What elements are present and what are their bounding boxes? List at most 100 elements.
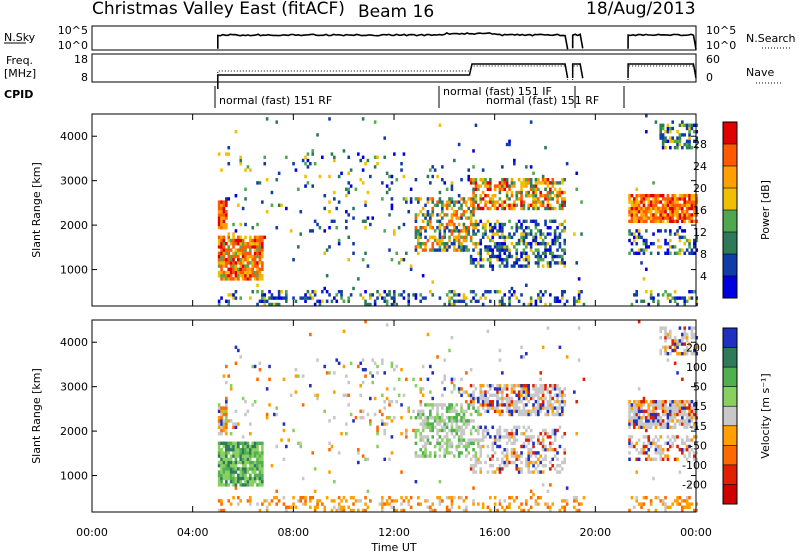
rti-cell: [537, 206, 540, 211]
rti-cell: [529, 194, 533, 198]
rti-cell: [222, 444, 226, 449]
rti-cell: [222, 264, 226, 268]
rti-cell: [659, 336, 663, 340]
rti-cell: [234, 480, 238, 484]
rti-cell: [527, 387, 531, 391]
rti-cell: [373, 412, 377, 417]
rti-cell: [400, 258, 403, 262]
rti-cell: [678, 235, 682, 239]
rti-cell: [232, 473, 235, 477]
rti-cell: [402, 296, 406, 300]
rti-cell: [508, 139, 511, 143]
rti-cell: [390, 197, 394, 201]
rti-cell: [282, 457, 286, 461]
rti-cell: [556, 400, 559, 404]
rti-cell: [484, 181, 487, 185]
nsky-left-tick-top: 10^5: [58, 24, 88, 37]
rti-cell: [225, 364, 228, 369]
rti-cell: [261, 277, 264, 281]
rti-cell: [227, 238, 231, 243]
rti-cell: [486, 329, 490, 333]
rti-cell: [645, 242, 648, 246]
rti-cell: [469, 222, 473, 227]
rti-cell: [465, 441, 468, 445]
rti-cell: [683, 403, 687, 407]
rti-cell: [678, 326, 682, 330]
rti-cell: [273, 296, 276, 300]
rti-cell: [508, 219, 511, 223]
rti-cell: [450, 403, 454, 407]
rti-cell: [688, 194, 691, 198]
rti-cell: [534, 387, 538, 391]
rti-cell: [664, 229, 667, 233]
rti-cell: [424, 229, 427, 233]
rti-cell: [534, 393, 538, 397]
rti-cell: [551, 403, 555, 407]
rti-cell: [654, 419, 658, 423]
rti-cell: [513, 384, 516, 388]
rti-cell: [685, 142, 689, 147]
rti-cell: [421, 444, 425, 449]
rti-cell: [234, 460, 238, 465]
rti-cell: [217, 444, 221, 449]
rti-cell: [510, 435, 514, 439]
rti-cell: [657, 194, 660, 198]
rti-cell: [400, 496, 403, 500]
rti-cell: [477, 242, 480, 246]
rti-cell: [241, 274, 245, 278]
rti-cell: [227, 483, 231, 487]
rti-cell: [225, 406, 228, 410]
rti-cell: [424, 454, 427, 458]
rti-cell: [405, 435, 408, 439]
rti-cell: [546, 406, 550, 410]
rti-cell: [417, 409, 420, 413]
rti-cell: [669, 197, 672, 201]
rti-cell: [246, 242, 250, 246]
rti-cell: [421, 387, 425, 391]
rti-cell: [693, 238, 696, 243]
rti-cell: [690, 126, 694, 131]
rti-cell: [575, 400, 579, 404]
rti-cell: [448, 197, 451, 201]
rti-cell: [549, 460, 552, 465]
rti-cell: [553, 232, 557, 236]
rti-cell: [491, 403, 495, 407]
rti-cell: [229, 480, 233, 484]
rti-cell: [501, 387, 504, 391]
rti-cell: [433, 416, 437, 420]
rti-cell: [455, 200, 459, 204]
rti-cell: [237, 451, 240, 455]
rti-cell: [529, 165, 533, 169]
rti-cell: [251, 264, 255, 268]
rti-cell: [311, 229, 315, 233]
rti-cell: [659, 216, 663, 220]
rti-cell: [246, 467, 250, 471]
rti-cell: [498, 467, 502, 471]
rti-cell: [472, 393, 475, 397]
rti-cell: [431, 200, 435, 204]
rti-cell: [673, 339, 677, 343]
rti-cell: [645, 267, 648, 271]
rti-cell: [525, 165, 528, 169]
rti-cell: [553, 406, 557, 410]
rti-cell: [217, 451, 221, 455]
rti-cell: [501, 505, 504, 509]
rti-cell: [419, 435, 423, 439]
rti-cell: [421, 364, 425, 369]
rti-cell: [239, 222, 243, 227]
rti-cell: [345, 499, 348, 503]
rti-cell: [690, 213, 694, 217]
rti-cell: [366, 216, 370, 220]
rti-cell: [342, 505, 346, 509]
rti-cell: [633, 416, 636, 420]
rti-cell: [477, 187, 480, 191]
rti-cell: [493, 203, 497, 207]
rti-cell: [633, 232, 636, 236]
rti-cell: [666, 441, 670, 445]
rti-cell: [522, 206, 526, 211]
rti-cell: [402, 508, 406, 513]
rti-cell: [438, 123, 442, 127]
rti-cell: [491, 203, 495, 207]
rti-cell: [222, 464, 226, 468]
rti-cell: [685, 435, 689, 439]
